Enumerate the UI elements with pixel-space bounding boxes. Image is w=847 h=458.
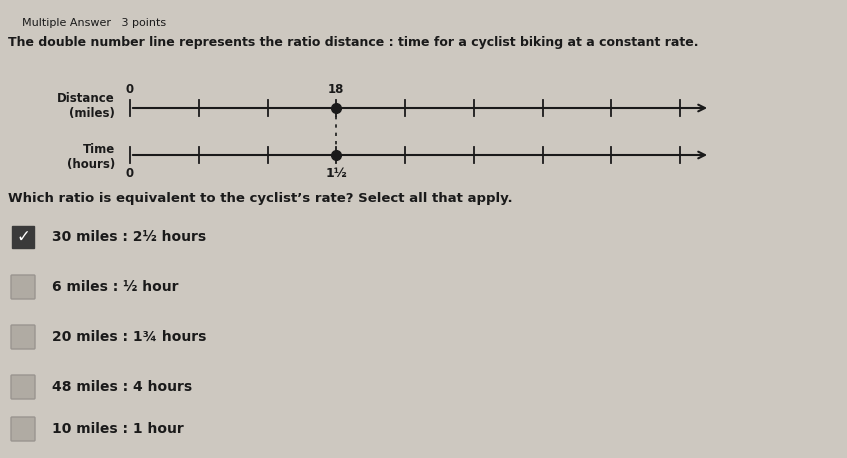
Text: 20 miles : 1¾ hours: 20 miles : 1¾ hours	[52, 330, 207, 344]
FancyBboxPatch shape	[11, 417, 35, 441]
Text: 0: 0	[126, 83, 134, 96]
FancyBboxPatch shape	[11, 275, 35, 299]
Text: 18: 18	[328, 83, 345, 96]
Text: 1½: 1½	[325, 167, 347, 180]
FancyBboxPatch shape	[11, 375, 35, 399]
Text: 48 miles : 4 hours: 48 miles : 4 hours	[52, 380, 192, 394]
Text: 10 miles : 1 hour: 10 miles : 1 hour	[52, 422, 184, 436]
Text: 0: 0	[126, 167, 134, 180]
Text: The double number line represents the ratio distance : time for a cyclist biking: The double number line represents the ra…	[8, 36, 699, 49]
Text: ✓: ✓	[16, 228, 30, 246]
Text: Which ratio is equivalent to the cyclist’s rate? Select all that apply.: Which ratio is equivalent to the cyclist…	[8, 192, 512, 205]
Polygon shape	[12, 226, 34, 248]
Text: Time
(hours): Time (hours)	[67, 143, 115, 171]
Text: 30 miles : 2½ hours: 30 miles : 2½ hours	[52, 230, 206, 244]
FancyBboxPatch shape	[11, 325, 35, 349]
Text: 6 miles : ½ hour: 6 miles : ½ hour	[52, 280, 179, 294]
Text: Multiple Answer   3 points: Multiple Answer 3 points	[22, 18, 166, 28]
Text: Distance
(miles): Distance (miles)	[58, 92, 115, 120]
